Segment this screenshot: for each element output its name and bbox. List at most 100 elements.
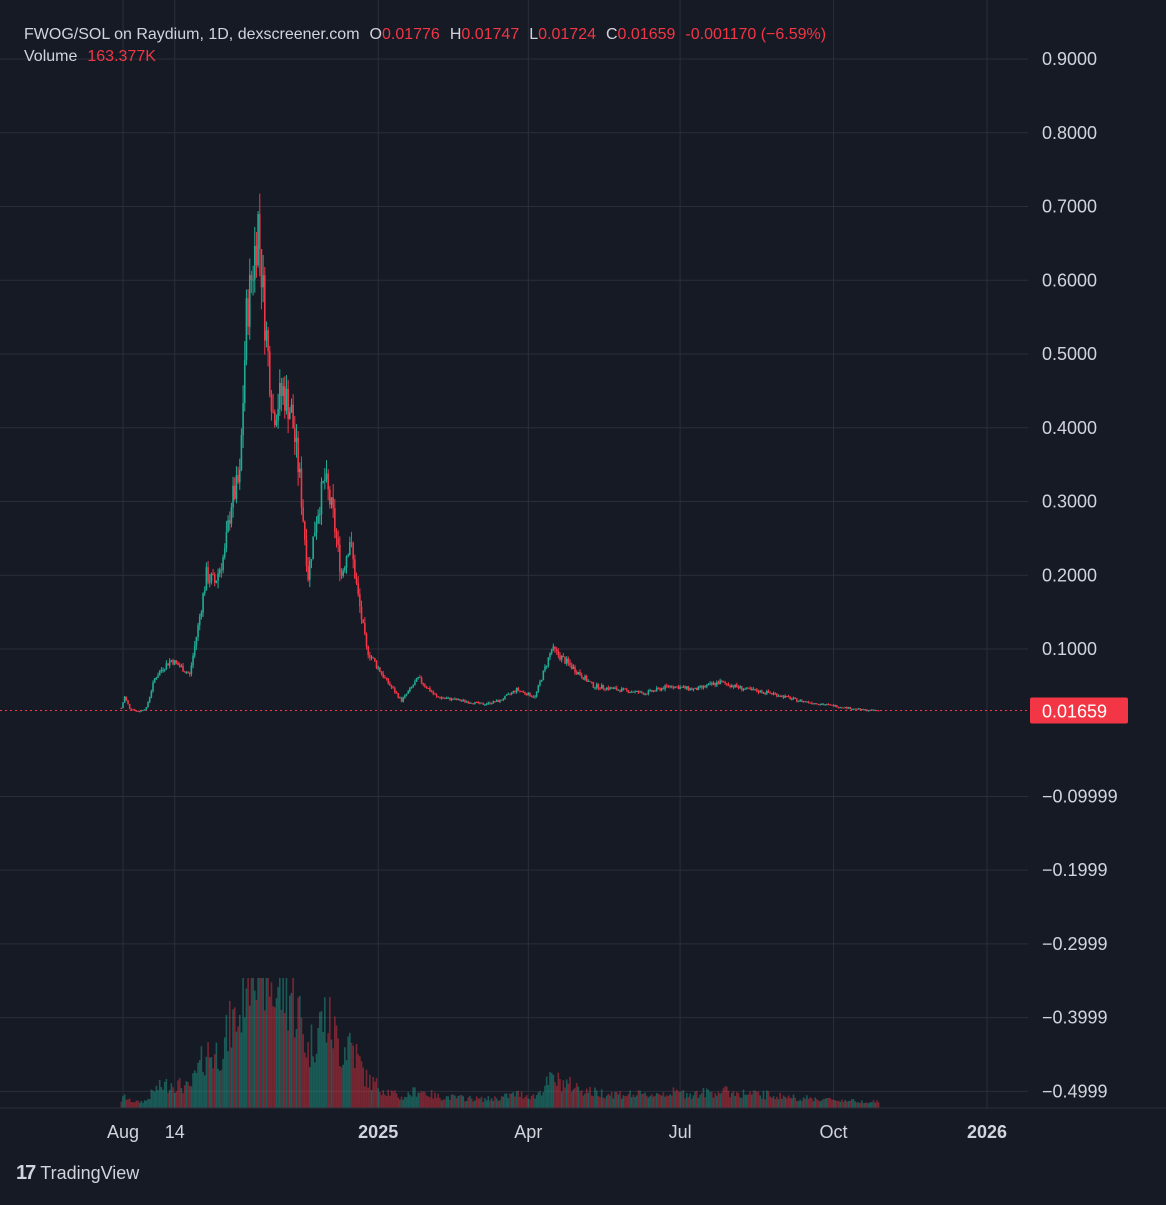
volume-bar	[554, 1081, 556, 1108]
volume-bar	[147, 1098, 149, 1108]
volume-bar	[582, 1095, 585, 1108]
volume-bar	[163, 1081, 166, 1108]
volume-bar	[427, 1096, 430, 1108]
volume-bar	[534, 1098, 536, 1108]
candle-body	[430, 691, 433, 693]
candle-body	[786, 695, 788, 697]
candle-body	[841, 707, 843, 709]
volume-bar	[305, 1057, 308, 1108]
volume-bar	[695, 1090, 698, 1108]
volume-bar	[540, 1095, 543, 1108]
x-tick-label: Oct	[820, 1122, 848, 1142]
candle-body	[600, 685, 603, 689]
candle-body	[629, 692, 631, 694]
volume-bar	[831, 1099, 833, 1108]
volume-bar	[754, 1090, 756, 1108]
volume-bar	[238, 1014, 241, 1108]
candle-body	[836, 705, 838, 708]
volume-bar	[170, 1083, 173, 1108]
volume-bar	[509, 1093, 511, 1108]
candle-body	[802, 701, 805, 703]
tradingview-logo[interactable]: 17 TradingView	[16, 1162, 139, 1185]
y-tick-label: 0.8000	[1042, 123, 1097, 143]
volume-bar	[517, 1090, 520, 1108]
candle-body	[272, 411, 274, 413]
volume-bar	[727, 1090, 730, 1108]
volume-row: Volume 163.377K	[24, 46, 826, 68]
candle-body	[459, 699, 461, 701]
volume-bar	[634, 1097, 636, 1108]
volume-bar	[263, 1010, 266, 1108]
volume-bar	[729, 1097, 731, 1108]
candle-body	[769, 692, 771, 694]
volume-bar	[162, 1089, 164, 1108]
candle-body	[857, 708, 860, 710]
volume-bar	[842, 1101, 845, 1108]
candle-body	[228, 520, 231, 524]
candle-body	[862, 709, 865, 711]
symbol-label[interactable]: FWOG/SOL on Raydium, 1D, dexscreener.com	[24, 26, 360, 43]
y-axis[interactable]: 0.9000 0.8000 0.7000 0.6000 0.5000 0.4000 0.30…	[1042, 49, 1118, 1101]
candle-body	[349, 542, 351, 555]
candle-body	[632, 691, 635, 693]
x-tick-label: 14	[165, 1122, 185, 1142]
volume-bar	[669, 1094, 671, 1108]
candle-body	[652, 690, 655, 692]
candle-body	[515, 687, 518, 693]
candle-body	[295, 437, 298, 442]
x-axis[interactable]: Aug 14 2025 Apr Jul Oct 2026	[0, 1107, 1166, 1142]
volume-bar	[607, 1093, 610, 1108]
volume-bar	[297, 997, 299, 1108]
volume-bar	[133, 1102, 136, 1108]
volume-bar	[489, 1100, 491, 1108]
candle-body	[165, 663, 168, 670]
volume-bar	[369, 1074, 371, 1108]
volume-bar	[243, 1017, 246, 1108]
candle-body	[385, 677, 388, 679]
candle-body	[434, 693, 436, 695]
volume-value: 163.377K	[87, 48, 156, 65]
volume-bar	[689, 1093, 691, 1108]
volume-bar	[295, 1029, 298, 1108]
candle-body	[417, 676, 420, 679]
candle-body	[262, 275, 264, 288]
candle-body	[707, 683, 710, 686]
candle-body	[460, 700, 463, 702]
candle-body	[690, 688, 693, 690]
candle-body	[837, 707, 840, 709]
candle-body	[198, 616, 201, 626]
volume-bar	[268, 996, 271, 1108]
volume-bar	[460, 1095, 463, 1108]
volume-bar	[253, 990, 256, 1108]
volume-bar	[419, 1092, 421, 1108]
candle-body	[143, 709, 146, 711]
volume-bar	[822, 1098, 825, 1108]
candle-body	[148, 696, 151, 703]
volume-bar	[173, 1092, 176, 1108]
volume-bar	[756, 1091, 758, 1108]
volume-bar	[452, 1094, 455, 1108]
candle-body	[288, 412, 291, 420]
volume-bar	[324, 997, 326, 1108]
volume-bar	[679, 1091, 681, 1108]
volume-bar	[757, 1091, 760, 1108]
volume-bar	[335, 1025, 338, 1108]
ohlc-row: FWOG/SOL on Raydium, 1D, dexscreener.com…	[24, 24, 826, 46]
volume-bar	[152, 1090, 154, 1108]
y-tick-label: −0.09999	[1042, 786, 1118, 806]
candle-body	[382, 673, 385, 678]
volume-bar	[525, 1095, 528, 1108]
volume-bar	[367, 1087, 369, 1108]
candle-body	[352, 543, 354, 560]
volume-bar	[797, 1101, 800, 1108]
candle-body	[742, 689, 745, 691]
volume-bar	[414, 1087, 416, 1108]
candle-body	[345, 556, 348, 568]
volume-bar	[791, 1098, 793, 1108]
candle-body	[359, 594, 361, 607]
candle-body	[709, 683, 711, 685]
candle-body	[188, 673, 191, 675]
volume-bar	[595, 1090, 598, 1108]
